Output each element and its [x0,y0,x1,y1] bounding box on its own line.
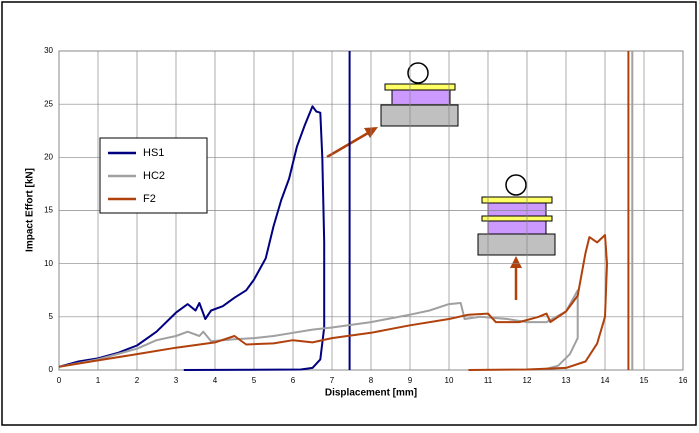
x-tick-label: 14 [601,376,610,385]
x-tick-label: 13 [562,376,571,385]
legend-label: F2 [143,193,156,205]
legend-label: HC2 [143,170,165,182]
y-tick-label: 0 [49,365,54,374]
x-tick-label: 7 [330,376,335,385]
x-tick-label: 9 [408,376,413,385]
x-tick-label: 12 [523,376,532,385]
y-axis-title: Impact Effort [kN] [25,168,36,252]
y-tick-label: 10 [44,259,53,268]
x-tick-label: 5 [252,376,257,385]
x-tick-label: 3 [174,376,179,385]
x-tick-label: 0 [57,376,62,385]
y-tick-label: 20 [44,152,53,161]
x-tick-label: 11 [484,376,493,385]
series-line [58,51,630,371]
x-tick-label: 4 [213,376,218,385]
y-tick-label: 5 [49,312,54,321]
series-line [58,51,351,371]
x-tick-label: 16 [679,376,688,385]
x-tick-label: 6 [291,376,296,385]
y-tick-label: 25 [44,99,53,108]
x-axis-title: Displacement [mm] [325,388,417,399]
x-tick-label: 1 [96,376,101,385]
x-tick-label: 2 [135,376,140,385]
diagram-top [380,62,459,127]
x-tick-label: 8 [369,376,374,385]
x-tick-label: 10 [445,376,454,385]
y-tick-label: 15 [44,206,53,215]
y-tick-label: 30 [44,46,53,55]
plot [58,50,684,371]
legend-label: HS1 [143,147,164,159]
x-tick-label: 15 [640,376,649,385]
